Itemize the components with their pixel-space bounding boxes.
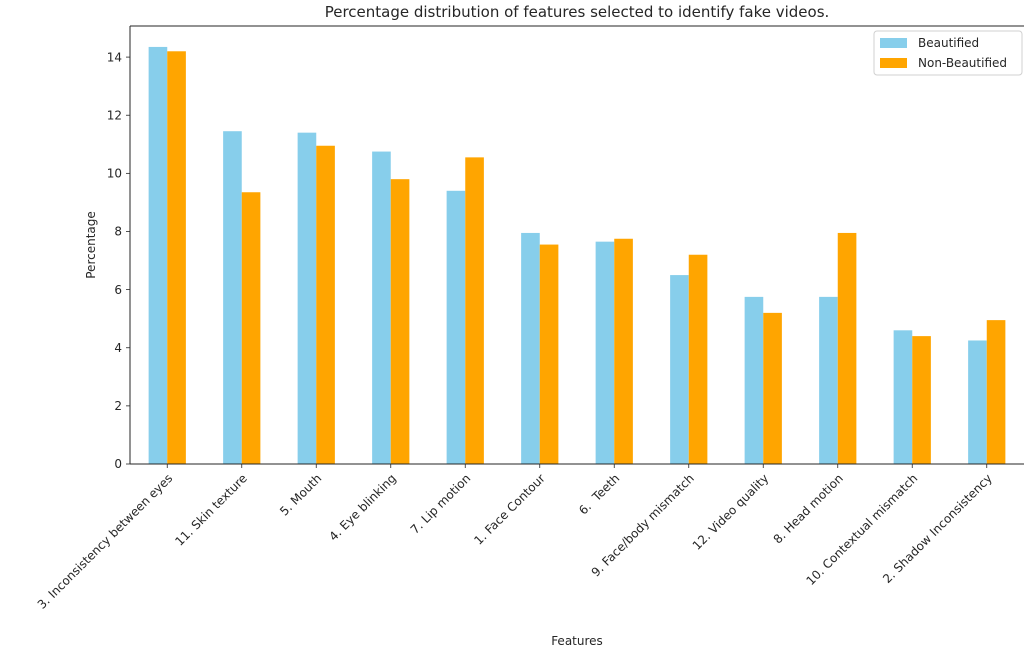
x-tick-label: 4. Eye blinking	[326, 471, 399, 544]
bar-beautified-8-head-motion	[819, 296, 838, 464]
bar-non-beautified-11-skin-texture	[241, 192, 261, 464]
legend: Beautified Non-Beautified	[873, 30, 1023, 76]
x-tick-label: 1. Face Contour	[471, 471, 548, 548]
legend-swatch-beautified	[880, 38, 907, 48]
x-tick-label: 7. Lip motion	[408, 471, 474, 537]
x-tick-label: 3. Inconsistency between eyes	[35, 471, 176, 612]
chart-title: Percentage distribution of features sele…	[325, 3, 830, 21]
y-tick-label: 12	[107, 108, 122, 122]
x-tick-label: 12. Video quality	[690, 471, 772, 553]
bar-beautified-2-shadow-inconsistency	[968, 340, 987, 464]
legend-box	[873, 30, 1023, 76]
y-tick-label: 6	[114, 283, 122, 297]
bar-non-beautified-6-teeth	[614, 238, 633, 464]
bar-beautified-12-video-quality	[744, 296, 764, 464]
bar-non-beautified-12-video-quality	[763, 312, 782, 464]
bar-non-beautified-3-inconsistency-between-eyes	[167, 51, 186, 464]
bar-beautified-4-eye-blinking	[372, 151, 391, 465]
x-tick-label: 8. Head motion	[771, 471, 846, 546]
bar-non-beautified-7-lip-motion	[465, 157, 484, 464]
x-tick-label: 11. Skin texture	[172, 471, 249, 548]
x-axis-label: Features	[551, 634, 603, 648]
y-tick-label: 4	[114, 341, 122, 355]
y-tick-label: 14	[107, 50, 122, 64]
bar-non-beautified-1-face-contour	[539, 244, 559, 464]
legend-label-non-beautified: Non-Beautified	[918, 56, 1007, 70]
axes-layer	[129, 25, 1024, 465]
y-tick-label: 10	[107, 167, 122, 181]
bar-beautified-5-mouth	[297, 132, 317, 464]
bar-non-beautified-5-mouth	[316, 145, 335, 465]
bar-beautified-10-contextual-mismatch	[893, 330, 913, 464]
bars-layer	[148, 46, 1006, 465]
bar-beautified-6-teeth	[595, 241, 615, 464]
x-tick-label: 5. Mouth	[277, 471, 324, 518]
legend-swatch-non-beautified	[880, 58, 907, 68]
bar-beautified-7-lip-motion	[446, 190, 466, 464]
y-tick-label: 0	[114, 457, 122, 471]
bar-non-beautified-10-contextual-mismatch	[912, 336, 931, 464]
bar-non-beautified-2-shadow-inconsistency	[986, 320, 1006, 464]
y-tick-label: 2	[114, 399, 122, 413]
bar-beautified-1-face-contour	[521, 232, 540, 464]
legend-label-beautified: Beautified	[918, 36, 979, 50]
bar-non-beautified-4-eye-blinking	[390, 179, 410, 465]
bar-beautified-11-skin-texture	[223, 131, 242, 464]
bar-beautified-9-face-body-mismatch	[670, 275, 689, 464]
bar-beautified-3-inconsistency-between-eyes	[148, 46, 168, 465]
y-tick-label: 8	[114, 225, 122, 239]
y-axis-label: Percentage	[84, 211, 98, 279]
x-tick-label: 6. Teeth	[576, 471, 622, 517]
bar-non-beautified-9-face-body-mismatch	[688, 254, 708, 464]
bar-non-beautified-8-head-motion	[837, 232, 857, 464]
